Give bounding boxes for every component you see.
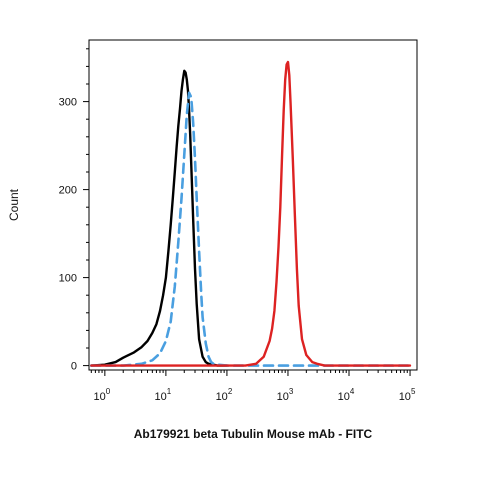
x-tick-base: 10 [277, 391, 289, 403]
x-tick-base: 10 [155, 391, 167, 403]
x-tick-labels: 100 101 102 103 104 105 [93, 387, 415, 403]
x-tick-base: 10 [399, 391, 411, 403]
x-tick-base: 10 [216, 391, 228, 403]
y-axis-title: Count [7, 188, 21, 221]
x-tick-label: 101 [155, 387, 172, 403]
series-line-1 [90, 69, 229, 367]
x-axis-title: Ab179921 beta Tubulin Mouse mAb - FITC [134, 427, 373, 441]
x-tick-label: 100 [93, 387, 110, 403]
x-tick-exponent: 4 [350, 387, 355, 396]
plot-frame [88, 39, 418, 371]
x-tick-exponent: 2 [228, 387, 233, 396]
y-tick-labels: 0 100 200 300 [59, 97, 77, 373]
y-tick-label: 200 [59, 185, 77, 197]
series-line-2 [90, 91, 412, 367]
major-ticks [83, 101, 411, 376]
series-line-3 [90, 60, 412, 367]
y-tick-label: 300 [59, 97, 77, 109]
y-tick-label: 0 [71, 361, 77, 373]
series-layer [90, 60, 412, 367]
x-tick-base: 10 [338, 391, 350, 403]
x-tick-exponent: 0 [106, 387, 111, 396]
x-tick-base: 10 [93, 391, 105, 403]
x-tick-label: 104 [338, 387, 355, 403]
x-tick-exponent: 5 [411, 387, 416, 396]
x-tick-exponent: 3 [289, 387, 294, 396]
minor-ticks [86, 48, 408, 373]
y-tick-label: 100 [59, 273, 77, 285]
x-tick-label: 102 [216, 387, 233, 403]
x-tick-label: 103 [277, 387, 294, 403]
x-tick-exponent: 1 [167, 387, 172, 396]
x-tick-label: 105 [399, 387, 416, 403]
